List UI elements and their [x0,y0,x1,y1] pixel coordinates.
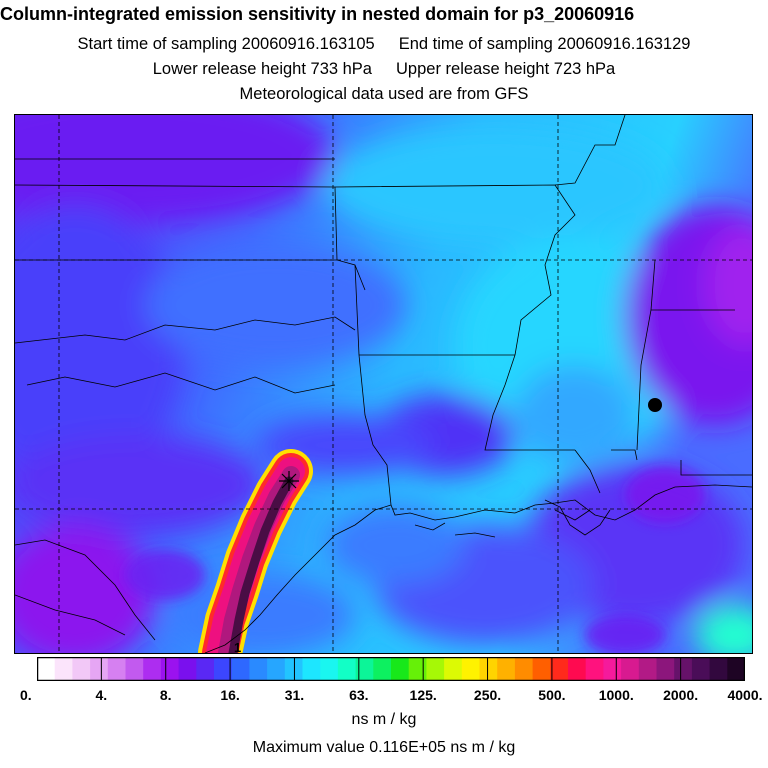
color-scale-cell [72,657,91,681]
color-scale-cell [497,657,516,681]
color-scale-cell [90,657,109,681]
color-scale-cell [54,657,73,681]
upper-release-label: Upper release height 723 hPa [396,60,616,78]
color-scale-dividers [100,657,682,681]
color-scale-cell [656,657,675,681]
color-scale-label: 63. [349,687,369,703]
color-scale-cell [444,657,463,681]
lower-release-label: Lower release height 733 hPa [152,60,372,78]
color-scale-cell [408,657,427,681]
color-scale-label: 0. [20,687,32,703]
color-scale-cell [231,657,250,681]
release-location-marker [279,471,299,491]
plume [198,449,313,653]
plot-title: Column-integrated emission sensitivity i… [0,4,635,24]
color-scale-cell [674,657,693,681]
color-scale-cell [249,657,268,681]
map-boundaries [15,115,752,653]
color-scale-cell [214,657,233,681]
color-scale-cell [461,657,481,681]
color-scale-label: 31. [284,687,305,703]
color-scale-label: 125. [409,687,437,703]
color-scale-cell [178,657,197,681]
color-scale-cell [532,657,551,681]
sensitivity-field [15,115,752,653]
maximum-value-label: Maximum value 0.116E+05 ns m / kg [252,739,516,756]
color-scale-units: ns m / kg [351,711,417,728]
color-scale-cell [196,657,215,681]
color-scale-cell [160,657,180,681]
lat-lon-grid [15,115,752,653]
color-scale-cell [426,657,445,681]
color-scale-cell [585,657,604,681]
color-scale-cells [37,657,745,681]
color-scale-cell [107,657,127,681]
trajectory-marker-label: 1 [234,640,241,654]
color-scale-cell [603,657,622,681]
color-scale-label: 500. [538,687,566,703]
color-scale-cell [37,657,56,681]
receptor-dot [648,398,662,412]
met-data-label: Meteorological data used are from GFS [239,85,529,103]
color-scale-cell [568,657,587,681]
color-scale-cell [320,657,339,681]
color-scale-cell [355,657,374,681]
color-scale-cell [391,657,410,681]
color-scale-cell [638,657,658,681]
color-scale-label: 250. [473,687,502,703]
color-scale-cell [373,657,392,681]
color-scale-label: 2000. [663,687,699,703]
color-scale-cell [621,657,640,681]
color-scale-cell [727,657,745,681]
color-scale-cell [691,657,711,681]
color-scale-label: 8. [159,687,172,703]
sensitivity-map: 1 [14,114,753,654]
color-scale-cell [125,657,144,681]
color-scale-bar [37,657,745,681]
color-scale-cell [479,657,498,681]
color-scale-cell [143,657,162,681]
color-scale-cell [514,657,534,681]
color-scale-label: 4. [95,687,108,703]
start-time-label: Start time of sampling 20060916.163105 [77,35,375,53]
color-scale-cell [267,657,286,681]
color-scale-cell [337,657,357,681]
color-scale-cell [550,657,569,681]
color-scale-label: 1000. [598,687,634,703]
release-heights: Lower release height 733 hPa Upper releas… [0,60,768,79]
end-time-label: End time of sampling 20060916.163129 [398,35,691,53]
sampling-times: Start time of sampling 20060916.163105 En… [0,35,768,54]
color-scale-label: 4000. [727,687,763,703]
color-scale-label: 16. [220,687,240,703]
color-scale-cell [302,657,321,681]
color-scale-cell [709,657,728,681]
